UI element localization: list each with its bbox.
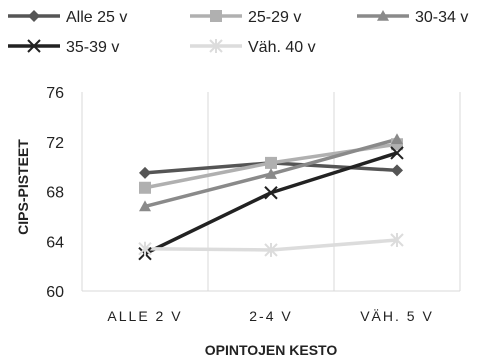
data-point [139,166,151,179]
grid-lines [81,92,461,292]
y-tick-label: 72 [46,135,64,152]
data-point [391,164,403,177]
x-tick-labels: ALLE 2 V 2-4 V VÄH. 5 V [107,308,434,324]
legend-item: 35-39 v [8,39,119,56]
y-tick-label: 60 [46,284,64,301]
y-tick-label: 68 [46,185,64,202]
data-point [139,181,151,194]
legend-item: 25-29 v [190,9,301,26]
data-point [138,241,152,256]
data-point [390,233,404,248]
x-tick-label: 2-4 V [249,308,292,324]
series-lines [144,137,398,256]
data-point [210,10,222,22]
legend-item: Alle 25 v [8,9,127,26]
data-point [377,10,389,21]
legend-label: 25-29 v [248,9,301,26]
x-axis-title: OPINTOJEN KESTO [205,342,338,358]
legend: Alle 25 v 25-29 v 30-34 v 35-39 v Väh. 40 v [8,9,468,56]
legend-label: 30-34 v [415,9,468,26]
data-point [264,242,278,257]
data-point [390,146,404,160]
legend-item: 30-34 v [357,9,468,26]
y-axis-title: CIPS-PISTEET [15,139,31,235]
data-point [265,168,277,179]
y-tick-label: 64 [46,234,64,251]
data-point [139,200,151,212]
data-point [264,186,278,200]
legend-label: Väh. 40 v [248,39,316,56]
legend-item: Väh. 40 v [190,39,316,56]
data-point [27,39,41,53]
y-tick-labels: 60 64 68 72 76 [46,85,64,301]
x-tick-label: VÄH. 5 V [360,308,434,324]
legend-label: Alle 25 v [66,9,127,26]
legend-label: 35-39 v [66,39,119,56]
x-tick-label: ALLE 2 V [107,308,182,324]
data-point [28,10,40,22]
y-tick-label: 76 [46,85,64,102]
data-point [209,39,223,53]
series-markers [138,133,404,261]
data-point [265,156,277,169]
data-point [391,133,403,145]
